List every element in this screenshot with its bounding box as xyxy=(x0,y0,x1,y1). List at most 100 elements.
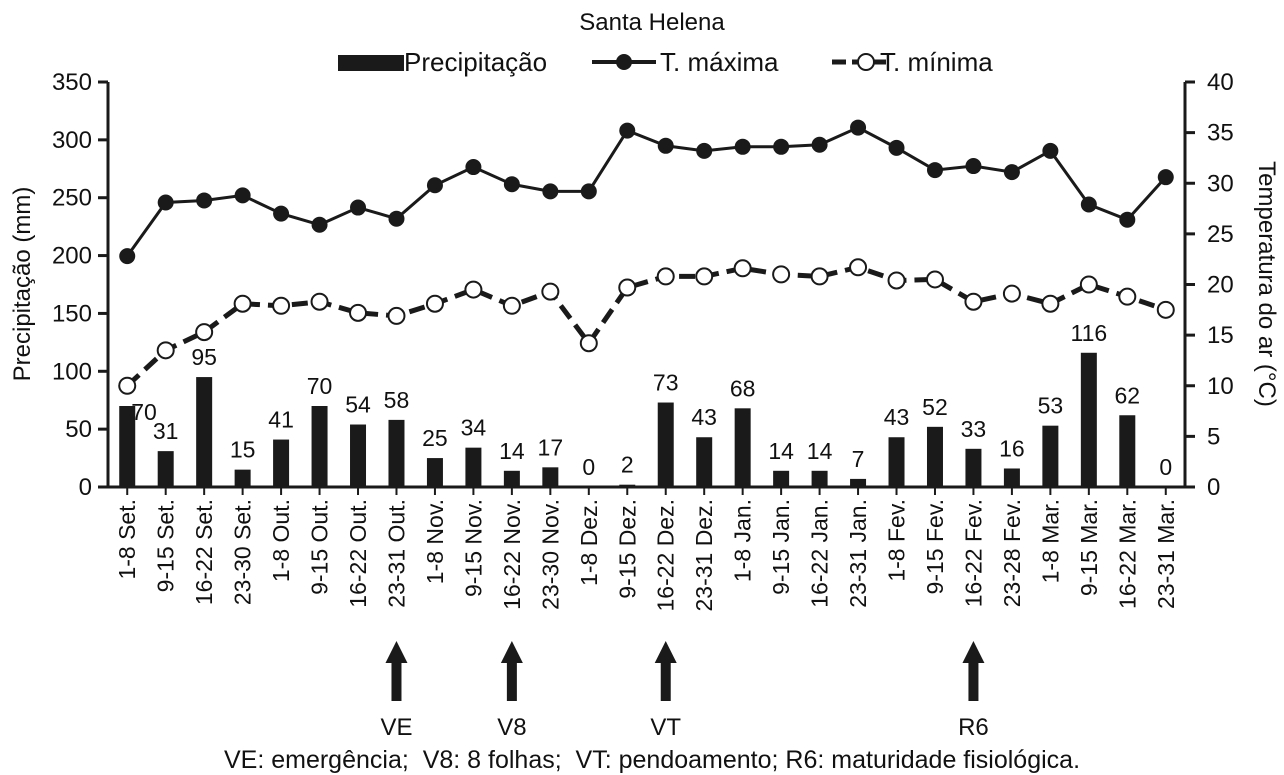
tmax-point xyxy=(619,122,636,139)
left-ticks: 0 50 100 150 200 250 300 350 xyxy=(52,69,108,501)
precipitation-value-label: 0 xyxy=(582,454,595,480)
legend-label-precipitacao: Precipitação xyxy=(404,47,547,77)
tmax-point xyxy=(311,216,328,233)
precipitation-value-label: 52 xyxy=(922,394,948,420)
x-tick-label: 1-8 Jan. xyxy=(730,499,756,582)
x-tick-label: 1-8 Fev. xyxy=(884,499,910,582)
left-tick-label: 200 xyxy=(52,243,92,270)
precipitation-value-label: 33 xyxy=(961,416,987,442)
x-tick-label: 16-22 Mar. xyxy=(1114,499,1140,609)
x-tick-label: 1-8 Dez. xyxy=(576,499,602,586)
precipitation-bar xyxy=(234,469,251,487)
tmin-point xyxy=(349,303,368,322)
tmax-point xyxy=(773,138,790,155)
tmin-point xyxy=(118,376,137,395)
left-tick-label: 300 xyxy=(52,127,92,154)
tmin-point xyxy=(964,292,983,311)
precipitation-value-label: 17 xyxy=(538,434,564,460)
precipitation-value-label: 116 xyxy=(1071,320,1108,346)
tmax-point xyxy=(1003,164,1020,181)
precipitation-value-label: 2 xyxy=(621,452,634,478)
precipitation-bar xyxy=(196,377,213,487)
tmin-point xyxy=(772,265,791,284)
x-tick-label: 9-15 Nov. xyxy=(460,499,486,597)
precipitation-value-label: 15 xyxy=(230,437,256,463)
tmax-series xyxy=(119,119,1174,265)
stage-arrow-head xyxy=(962,641,985,663)
x-tick-label: 1-8 Nov. xyxy=(422,499,448,584)
left-axis-title: Precipitação (mm) xyxy=(9,187,36,382)
precipitation-bar xyxy=(888,437,905,487)
precipitation-bar xyxy=(311,406,328,487)
stage-arrow-shaft xyxy=(506,661,517,701)
precipitation-bar xyxy=(696,437,713,487)
tmin-series xyxy=(118,258,1175,395)
tmin-point xyxy=(464,280,483,299)
stage-label: V8 xyxy=(497,714,526,741)
tmin-point xyxy=(156,341,175,360)
legend-label-tmax: T. máxima xyxy=(660,47,779,77)
stage-arrow-shaft xyxy=(968,661,979,701)
tmax-point xyxy=(119,248,136,265)
tmax-point xyxy=(465,159,482,176)
x-tick-label: 9-15 Dez. xyxy=(614,499,640,599)
tmin-point xyxy=(310,292,329,311)
precipitation-value-label: 34 xyxy=(461,415,487,441)
x-tick-label: 23-31 Jan. xyxy=(845,499,871,608)
right-tick-label: 20 xyxy=(1207,272,1234,299)
precipitation-bar xyxy=(426,458,443,487)
tmin-point xyxy=(541,282,560,301)
tmin-point xyxy=(887,271,906,290)
tmin-point xyxy=(579,334,598,353)
precipitation-value-label: 7 xyxy=(852,446,865,472)
legend: Precipitação T. máxima T. mínima xyxy=(338,47,993,77)
precipitation-value-label: 70 xyxy=(307,373,333,399)
legend-marker-tmin xyxy=(857,53,875,71)
left-tick-label: 250 xyxy=(52,185,92,212)
x-tick-label: 16-22 Out. xyxy=(345,499,371,608)
tmin-point xyxy=(810,267,829,286)
left-tick-label: 50 xyxy=(65,416,92,443)
precipitation-bar xyxy=(388,419,405,487)
x-tick-label: 23-30 Set. xyxy=(230,499,256,605)
tmin-point xyxy=(425,294,444,313)
stage-arrow-shaft xyxy=(391,661,402,701)
tmin-point xyxy=(1156,300,1175,319)
stage-annotations: VE V8 VT R6 xyxy=(380,641,989,741)
x-tick-label: 16-22 Fev. xyxy=(960,499,986,607)
precipitation-bar xyxy=(850,478,867,487)
x-tick-label: 9-15 Out. xyxy=(307,499,333,595)
right-tick-label: 30 xyxy=(1207,170,1234,197)
left-tick-label: 150 xyxy=(52,300,92,327)
precipitation-value-label: 41 xyxy=(268,407,294,433)
x-tick-label: 16-22 Nov. xyxy=(499,499,525,610)
tmin-line xyxy=(125,264,1167,388)
tmax-point xyxy=(696,142,713,159)
footnote: VE: emergência; V8: 8 folhas; VT: pendoa… xyxy=(224,746,1080,774)
tmax-point xyxy=(196,192,213,209)
legend-swatch-precipitacao xyxy=(338,55,404,71)
precipitation-bar xyxy=(619,484,636,487)
precipitation-value-label: 25 xyxy=(422,425,448,451)
tmin-point xyxy=(272,296,291,315)
chart-title: Santa Helena xyxy=(579,9,725,36)
right-tick-label: 0 xyxy=(1207,474,1220,501)
x-tick-label: 16-22 Dez. xyxy=(653,499,679,612)
tmax-point xyxy=(503,176,520,193)
tmax-point xyxy=(734,138,751,155)
precipitation-bar xyxy=(657,402,674,487)
tmax-point xyxy=(811,136,828,153)
stage-label: R6 xyxy=(958,714,989,741)
tmax-point xyxy=(850,119,867,136)
precipitation-value-label: 0 xyxy=(1159,454,1172,480)
precipitation-value-label: 14 xyxy=(499,438,525,464)
x-tick-label: 16-22 Jan. xyxy=(807,499,833,608)
stage-arrow-head xyxy=(500,641,523,663)
x-tick-label: 16-22 Set. xyxy=(191,499,217,605)
precipitation-bar xyxy=(503,470,520,487)
legend-marker-tmax xyxy=(616,54,632,70)
x-tick-label: 23-31 Out. xyxy=(383,499,409,608)
precipitation-bar xyxy=(734,408,751,487)
left-tick-label: 350 xyxy=(52,69,92,96)
right-axis-title: Temperatura do ar (°C) xyxy=(1253,161,1280,407)
